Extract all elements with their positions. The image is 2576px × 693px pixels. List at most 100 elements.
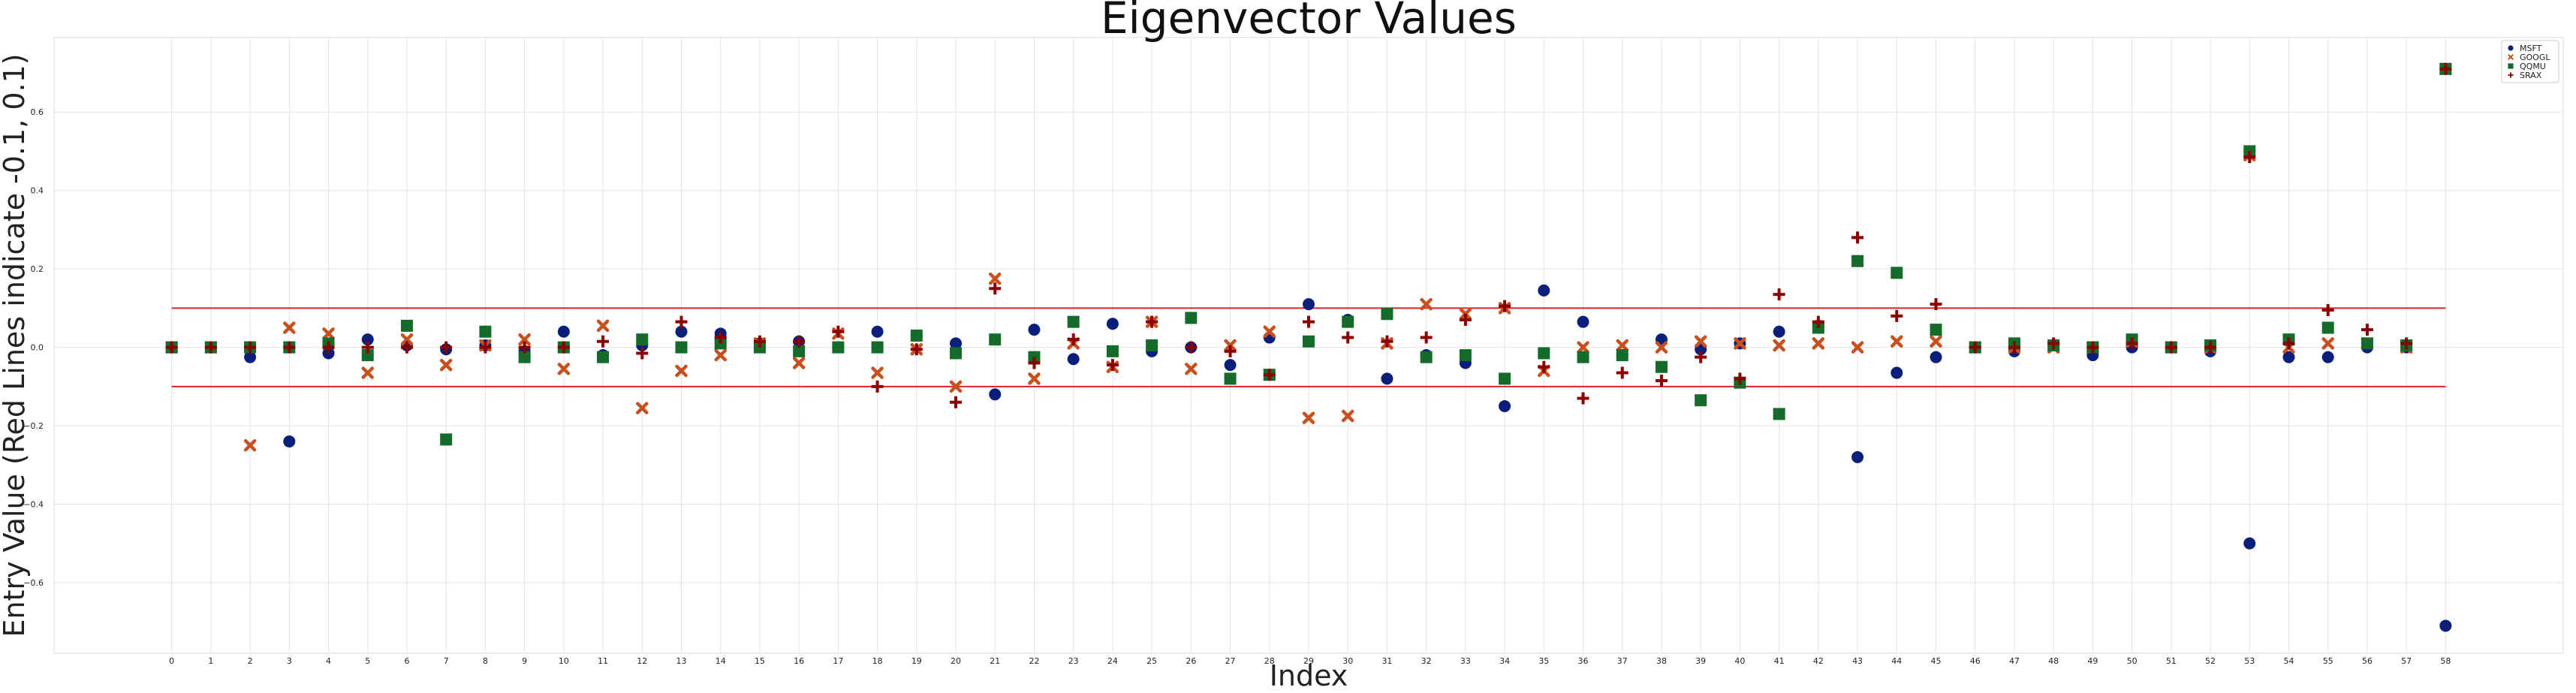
srax-point — [518, 341, 531, 354]
legend-item: MSFT — [2508, 44, 2542, 53]
srax-point — [950, 396, 963, 408]
srax-point — [1577, 392, 1589, 405]
srax-point — [1930, 298, 1942, 311]
legend-marker — [2508, 54, 2514, 60]
qqmu-point — [793, 345, 806, 357]
x-tick-label: 10 — [559, 656, 569, 666]
msft-point — [361, 333, 374, 346]
x-tick-label: 4 — [326, 656, 331, 666]
qqmu-point — [1577, 351, 1589, 363]
googl-point — [1302, 411, 1315, 424]
msft-point — [1303, 298, 1315, 311]
qqmu-point — [2361, 337, 2373, 350]
srax-point — [2165, 341, 2177, 354]
x-tick-label: 58 — [2440, 656, 2451, 666]
srax-point — [2439, 62, 2452, 75]
x-tick-label: 33 — [1460, 656, 1471, 666]
msft-point — [1577, 315, 1589, 328]
srax-point — [479, 341, 492, 354]
x-tick-label: 40 — [1734, 656, 1745, 666]
qqmu-point — [1224, 372, 1237, 385]
qqmu-point — [1420, 351, 1433, 363]
srax-point — [1067, 333, 1080, 346]
srax-point — [2086, 341, 2099, 354]
x-tick-label: 1 — [208, 656, 213, 666]
x-tick-label: 55 — [2323, 656, 2333, 666]
qqmu-point — [1381, 308, 1393, 321]
srax-point — [1303, 315, 1315, 328]
msft-point — [1067, 353, 1080, 366]
x-tick-label: 27 — [1225, 656, 1236, 666]
qqmu-point — [1146, 339, 1158, 351]
x-tick-label: 56 — [2362, 656, 2373, 666]
msft-point — [2439, 619, 2452, 632]
msft-point — [989, 388, 1002, 401]
qqmu-point — [1930, 324, 1942, 336]
x-tick-label: 18 — [872, 656, 883, 666]
srax-point — [910, 343, 923, 356]
googl-point — [1263, 325, 1276, 338]
googl-point — [1930, 335, 1942, 348]
y-tick-label: −0.4 — [23, 500, 44, 510]
legend-item: SRAX — [2508, 71, 2542, 80]
srax-point — [1969, 341, 1981, 354]
x-tick-label: 13 — [676, 656, 687, 666]
x-tick-label: 52 — [2205, 656, 2216, 666]
srax-point — [675, 315, 688, 328]
srax-point — [2400, 337, 2413, 350]
srax-point — [2008, 341, 2020, 354]
x-tick-label: 31 — [1381, 656, 1392, 666]
x-tick-label: 3 — [287, 656, 292, 666]
qqmu-point — [1106, 345, 1119, 357]
googl-point — [1341, 409, 1354, 423]
x-tick-label: 21 — [990, 656, 1000, 666]
srax-point — [2047, 337, 2060, 350]
srax-point — [1851, 231, 1864, 244]
msft-point — [283, 435, 296, 447]
legend-item: QQMU — [2508, 62, 2546, 71]
x-tick-label: 45 — [1931, 656, 1942, 666]
x-tick-label: 22 — [1029, 656, 1039, 666]
srax-point — [2204, 341, 2217, 354]
x-tick-label: 41 — [1774, 656, 1785, 666]
x-tick-label: 29 — [1303, 656, 1314, 666]
qqmu-point — [871, 341, 884, 354]
qqmu-point — [1067, 315, 1080, 328]
x-tick-label: 51 — [2166, 656, 2177, 666]
qqmu-point — [950, 347, 963, 360]
y-tick-label: 0.0 — [31, 343, 44, 353]
googl-point — [714, 348, 727, 362]
x-tick-label: 9 — [522, 656, 527, 666]
x-tick-label: 53 — [2244, 656, 2255, 666]
msft-point — [950, 337, 963, 350]
chart-title: Eigenvector Values — [1101, 0, 1517, 44]
y-tick-labels: −0.6 −0.4 −0.2 0.0 0.2 0.4 0.6 — [23, 107, 44, 588]
y-tick-label: −0.2 — [23, 421, 44, 431]
qqmu-point — [1773, 408, 1785, 420]
msft-point — [1851, 450, 1864, 463]
srax-point — [322, 341, 335, 354]
x-tick-label: 23 — [1068, 656, 1079, 666]
srax-point — [832, 325, 845, 338]
x-tick-label: 19 — [911, 656, 922, 666]
googl-point — [322, 327, 335, 340]
srax-point — [361, 341, 374, 354]
srax-point — [1538, 360, 1550, 373]
srax-point — [1616, 366, 1628, 379]
msft-point — [557, 325, 570, 338]
srax-point — [1342, 331, 1354, 344]
x-tick-label: 7 — [444, 656, 449, 666]
srax-point — [871, 380, 884, 393]
qqmu-point — [989, 333, 1002, 346]
googl-point — [1773, 339, 1785, 352]
googl-point — [675, 364, 688, 378]
x-tick-label: 26 — [1186, 656, 1196, 666]
qqmu-point — [361, 349, 374, 362]
srax-point — [1146, 315, 1158, 328]
googl-point — [400, 333, 414, 346]
googl-point — [1420, 297, 1433, 311]
srax-point — [597, 335, 610, 348]
qqmu-point — [1851, 255, 1864, 267]
msft-point — [1538, 284, 1550, 297]
msft-point — [675, 325, 688, 338]
